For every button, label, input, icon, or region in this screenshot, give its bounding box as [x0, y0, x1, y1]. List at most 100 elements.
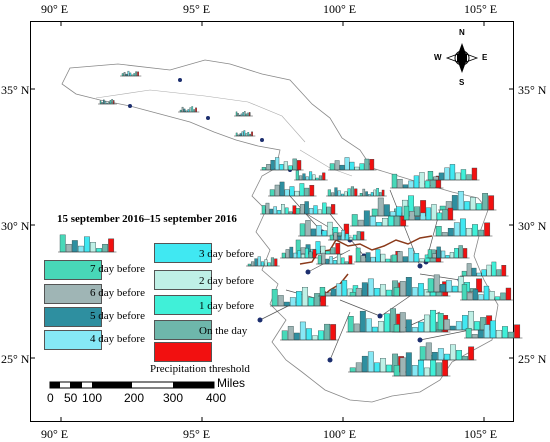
station-bar: [449, 164, 456, 181]
station-bar: [445, 280, 452, 293]
station-bar: [381, 189, 385, 197]
station-bar: [287, 326, 294, 341]
station-bar: [322, 202, 327, 215]
scale-tick-200: 200: [124, 391, 145, 405]
station-bar: [463, 248, 468, 259]
station-bar: [269, 208, 274, 215]
station-bar: [455, 172, 461, 181]
station-bar: [354, 188, 358, 197]
station-bar: [314, 293, 321, 307]
station-bar: [65, 243, 72, 253]
station-bar: [59, 234, 66, 253]
station-bar: [322, 172, 326, 181]
station-bar: [383, 204, 390, 217]
station-bar: [243, 130, 246, 137]
station-bar: [449, 325, 456, 331]
station-bar: [302, 287, 308, 307]
station-bar: [264, 259, 268, 267]
station-bar-chart: [178, 106, 200, 113]
station-bar: [359, 310, 366, 333]
station-bar: [294, 190, 300, 197]
station-bar: [369, 216, 376, 227]
station-bar: [424, 367, 430, 377]
station-bar-chart: [234, 130, 256, 137]
station-bar: [380, 358, 386, 373]
station-bar: [370, 192, 374, 197]
station-bar: [460, 218, 466, 237]
station-bar: [248, 112, 251, 117]
station-bar: [320, 245, 326, 255]
station-bar: [408, 247, 414, 263]
station-bar: [316, 225, 322, 237]
station-bar: [299, 223, 306, 237]
station-bar-chart: [464, 320, 523, 339]
lat-label-right-25: 25° N: [518, 352, 547, 366]
station-bar-chart: [434, 218, 493, 237]
station-bar-chart: [350, 208, 409, 227]
station-bar: [354, 166, 360, 171]
station-bar: [293, 332, 300, 341]
station-bar: [289, 246, 294, 259]
legend-label: 3 day before: [199, 248, 254, 260]
station-bar: [329, 234, 334, 241]
station-bar: [308, 297, 314, 307]
station-bar: [484, 222, 491, 237]
station-bar: [472, 224, 478, 237]
station-bar: [402, 184, 409, 189]
lat-label-right-35: 35° N: [518, 83, 547, 97]
station-bar-chart: [294, 170, 328, 181]
station-bar: [189, 107, 192, 113]
station-bar: [308, 251, 313, 259]
station-bar: [488, 195, 495, 211]
station-bar: [261, 167, 266, 171]
station-bar-chart: [234, 111, 253, 117]
station-bar: [351, 214, 358, 227]
station-bar: [482, 193, 489, 211]
station-bar: [476, 203, 482, 211]
date-range-title: 15 september 2016–15 september 2016: [57, 213, 237, 225]
station-bar: [347, 316, 354, 333]
station-bar: [135, 71, 138, 77]
station-bar: [295, 170, 299, 181]
scale-tick-0: 0: [47, 391, 54, 405]
station-bar: [325, 292, 331, 297]
station-bar-chart: [98, 99, 117, 105]
station-bar: [360, 231, 365, 241]
station-bar: [297, 160, 302, 171]
station-bar: [389, 211, 396, 217]
lat-label-left-30: 30° N: [1, 219, 30, 233]
station-bar: [425, 207, 432, 221]
station-bar: [474, 321, 480, 331]
station-bar: [299, 183, 305, 197]
station-bar: [456, 350, 462, 361]
station-bar: [355, 287, 362, 297]
lon-label-top-100: 100° E: [323, 2, 357, 16]
station-bar-chart: [268, 181, 317, 197]
station-bar: [427, 278, 434, 293]
legend-label: 2 day before: [199, 275, 254, 287]
station-bar: [462, 315, 468, 331]
station-bar: [330, 247, 336, 255]
station-bar: [393, 365, 400, 377]
station-bar: [452, 285, 458, 293]
station-bar: [333, 232, 338, 241]
tick-marks: [30, 21, 514, 422]
station-bar: [405, 277, 412, 297]
station-bar: [350, 186, 355, 197]
station-bar: [265, 202, 270, 215]
station-bar-chart: [58, 234, 117, 253]
station-bar: [309, 171, 313, 181]
station-bar: [397, 251, 403, 263]
station-bar: [325, 250, 331, 255]
station-bar: [465, 328, 472, 339]
station-bar: [500, 292, 506, 301]
station-bar: [329, 163, 335, 171]
station-bar: [359, 193, 363, 197]
station-bar: [193, 109, 196, 113]
station-bar: [317, 209, 322, 215]
station-bar: [402, 256, 409, 263]
station-bar: [355, 362, 362, 373]
legend-label: 7 day before: [90, 263, 145, 275]
station-bar: [472, 289, 479, 301]
